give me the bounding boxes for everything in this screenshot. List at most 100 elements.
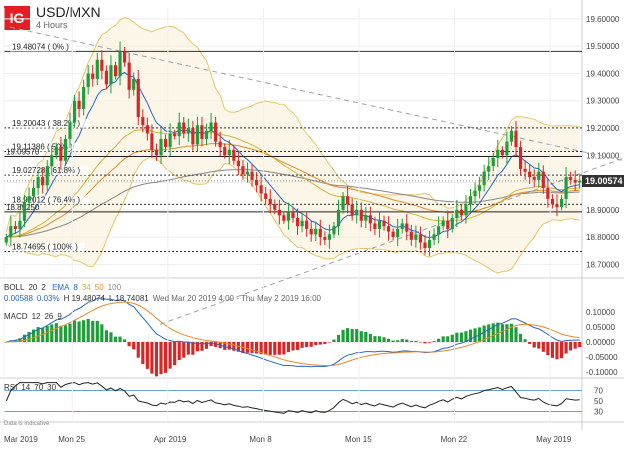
candle-body	[91, 73, 95, 79]
candle-body	[386, 226, 391, 232]
candle-body	[400, 223, 404, 229]
macd-histogram-bar	[250, 342, 254, 354]
candle-body	[223, 147, 227, 156]
x-tick-label: Mon 8	[249, 435, 272, 444]
fib-label-bg	[10, 42, 76, 52]
candle-body	[414, 234, 418, 240]
macd-histogram-bar	[346, 328, 350, 342]
macd-histogram-bar	[136, 342, 140, 358]
macd-tick-label: 0.10000	[586, 308, 615, 317]
candle-body	[154, 149, 159, 156]
price-tick-label: 19.60000	[586, 15, 620, 24]
candle-body	[423, 242, 427, 248]
candle-body	[145, 125, 149, 134]
macd-histogram-bar	[441, 336, 445, 342]
macd-histogram-bar	[377, 336, 382, 342]
macd-histogram-bar	[59, 325, 63, 342]
candle-body	[491, 158, 495, 167]
macd-histogram-bar	[368, 333, 372, 342]
candle-body	[113, 65, 118, 77]
macd-histogram-bar	[532, 342, 536, 348]
candle-body	[72, 100, 77, 123]
macd-line	[6, 297, 580, 368]
candle-body	[127, 62, 131, 90]
macd-histogram-bar	[63, 325, 68, 342]
macd-histogram-bar	[227, 342, 231, 350]
ema-name: EMA	[52, 283, 70, 292]
candle-body	[336, 209, 341, 227]
macd-histogram-bar	[4, 342, 8, 343]
macd-histogram-bar	[77, 321, 81, 342]
macd-histogram-bar	[145, 342, 149, 369]
candle-body	[68, 122, 72, 139]
candle-body	[509, 130, 514, 142]
macd-histogram-bar	[359, 331, 363, 342]
candle-body	[204, 130, 209, 139]
candle-body	[41, 177, 45, 186]
candle-body	[109, 65, 113, 85]
macd-histogram-bar	[268, 342, 272, 355]
macd-histogram-bar	[578, 342, 582, 348]
macd-histogram-bar	[459, 332, 463, 342]
candle-body	[241, 166, 245, 175]
macd-histogram-bar	[450, 334, 454, 342]
timeframe-label: 4 Hours	[36, 20, 68, 30]
macd-histogram-bar	[286, 342, 291, 353]
macd-name: MACD	[4, 312, 28, 321]
change-pct: 0.03%	[36, 294, 60, 303]
candle-body	[555, 204, 559, 208]
date-range: Wed Mar 20 2019 4:00 - Thu May 2 2019 16…	[152, 294, 321, 303]
candle-body	[550, 198, 555, 205]
candle-body	[45, 166, 49, 186]
candle-body	[214, 122, 218, 142]
candle-body	[346, 196, 350, 205]
macd-histogram-bar	[355, 329, 359, 342]
candle-body	[54, 147, 58, 156]
macd-histogram-bar	[509, 323, 514, 342]
candle-body	[546, 188, 550, 199]
fib-label-bg	[10, 195, 90, 205]
price-tick-label: 19.20000	[586, 124, 620, 133]
macd-histogram-bar	[168, 342, 172, 369]
x-tick-label: Mon 25	[58, 435, 85, 444]
candle-body	[350, 204, 354, 216]
candle-body	[305, 220, 309, 229]
rsi-tick-label: 30	[594, 408, 603, 417]
macd-tick-label: -0.10000	[586, 368, 618, 377]
candle-body	[282, 215, 286, 221]
macd-histogram-bar	[400, 339, 404, 342]
macd-histogram-bar	[118, 336, 122, 342]
macd-histogram-bar	[518, 333, 523, 342]
macd-histogram-bar	[259, 342, 263, 355]
macd-histogram-bar	[391, 340, 395, 342]
candle-body	[300, 220, 304, 227]
macd-histogram-bar	[50, 324, 54, 342]
macd-histogram-bar	[104, 330, 108, 342]
macd-tick-label: -0.05000	[586, 353, 618, 362]
candle-body	[191, 128, 195, 145]
macd-histogram-bar	[523, 339, 527, 342]
candle-body	[478, 185, 482, 191]
macd-histogram-bar	[550, 342, 555, 358]
macd-histogram-bar	[386, 338, 391, 342]
candle-body	[391, 231, 395, 238]
macd-histogram-bar	[409, 341, 413, 342]
candle-body	[36, 177, 40, 188]
candle-body	[9, 226, 13, 238]
macd-histogram-bar	[491, 323, 495, 342]
macd-histogram-bar	[482, 325, 486, 342]
candle-body	[459, 209, 463, 216]
price-tick-label: 19.40000	[586, 69, 620, 78]
boll-p1: 20	[28, 283, 38, 292]
candle-body	[405, 223, 409, 232]
macd-tick-label: 0.00000	[586, 338, 615, 347]
macd-histogram-bar	[173, 342, 177, 366]
macd-histogram-bar	[214, 342, 218, 347]
macd-histogram-bar	[569, 342, 573, 351]
candle-body	[104, 70, 108, 85]
candle-body	[487, 166, 491, 172]
candle-body	[409, 231, 413, 240]
macd-histogram-bar	[341, 329, 345, 342]
candle-body	[327, 234, 332, 240]
